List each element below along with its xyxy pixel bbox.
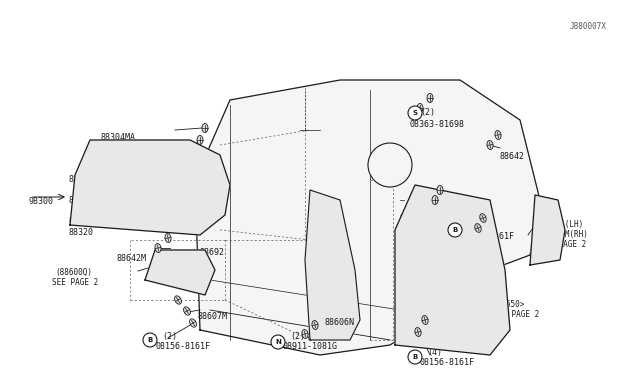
Text: J880007X: J880007X xyxy=(570,22,607,31)
Ellipse shape xyxy=(302,330,308,339)
Text: 08156-8161F: 08156-8161F xyxy=(460,232,515,241)
Ellipse shape xyxy=(480,214,486,222)
Ellipse shape xyxy=(487,141,493,150)
Ellipse shape xyxy=(184,307,191,315)
Text: 88642: 88642 xyxy=(500,152,525,161)
Text: SEE PAGE 2: SEE PAGE 2 xyxy=(52,278,99,287)
Text: 08156-8161F: 08156-8161F xyxy=(420,358,475,367)
Circle shape xyxy=(408,350,422,364)
Polygon shape xyxy=(195,80,540,355)
Ellipse shape xyxy=(437,186,443,195)
Text: SEE PAGE 2: SEE PAGE 2 xyxy=(540,240,586,249)
Circle shape xyxy=(408,106,422,120)
Text: B: B xyxy=(147,337,152,343)
Text: 88304MA: 88304MA xyxy=(100,133,135,142)
Polygon shape xyxy=(70,140,230,235)
Ellipse shape xyxy=(165,234,171,243)
Circle shape xyxy=(271,335,285,349)
Text: 88606N: 88606N xyxy=(325,318,355,327)
Circle shape xyxy=(448,223,462,237)
Polygon shape xyxy=(305,190,360,340)
Ellipse shape xyxy=(475,224,481,232)
Text: 08363-81698: 08363-81698 xyxy=(410,120,465,129)
Text: 88305M: 88305M xyxy=(68,216,98,225)
Text: (2): (2) xyxy=(463,222,478,231)
Text: (88610M(RH): (88610M(RH) xyxy=(537,230,588,239)
Ellipse shape xyxy=(495,131,501,140)
Text: 08911-1081G: 08911-1081G xyxy=(283,342,338,351)
Text: 88607M: 88607M xyxy=(198,312,228,321)
Text: N: N xyxy=(275,339,281,345)
Text: B: B xyxy=(412,354,418,360)
Ellipse shape xyxy=(155,244,161,253)
Text: 08156-8161F: 08156-8161F xyxy=(155,342,210,351)
Text: 88660 (LH): 88660 (LH) xyxy=(537,220,583,229)
Text: 88692: 88692 xyxy=(200,248,225,257)
Text: 88320: 88320 xyxy=(68,228,93,237)
Ellipse shape xyxy=(427,93,433,103)
Text: 98300: 98300 xyxy=(28,197,53,206)
Text: 88304M: 88304M xyxy=(68,175,98,184)
Polygon shape xyxy=(395,185,510,355)
Ellipse shape xyxy=(415,328,421,336)
Ellipse shape xyxy=(202,124,208,132)
Text: 88305A: 88305A xyxy=(444,200,474,209)
Ellipse shape xyxy=(175,296,181,304)
Text: (88600Q): (88600Q) xyxy=(55,268,92,277)
Ellipse shape xyxy=(197,135,203,144)
Text: (4): (4) xyxy=(427,348,442,357)
Ellipse shape xyxy=(312,321,318,330)
Text: <88650>: <88650> xyxy=(493,300,525,309)
Ellipse shape xyxy=(432,196,438,205)
Text: (2): (2) xyxy=(290,332,305,341)
Polygon shape xyxy=(145,250,215,295)
Polygon shape xyxy=(530,195,565,265)
Circle shape xyxy=(368,143,412,187)
Text: (2): (2) xyxy=(420,108,435,117)
Ellipse shape xyxy=(417,103,423,112)
Circle shape xyxy=(143,333,157,347)
Text: 80608: 80608 xyxy=(447,212,472,221)
Text: B: B xyxy=(452,227,458,233)
Text: 88642M: 88642M xyxy=(116,254,146,263)
Text: SEE PAGE 2: SEE PAGE 2 xyxy=(493,310,540,319)
Text: 88901: 88901 xyxy=(68,196,93,205)
Text: C: C xyxy=(155,196,162,205)
Ellipse shape xyxy=(422,315,428,324)
Ellipse shape xyxy=(189,319,196,327)
Text: (2): (2) xyxy=(162,332,177,341)
Text: S: S xyxy=(413,110,417,116)
